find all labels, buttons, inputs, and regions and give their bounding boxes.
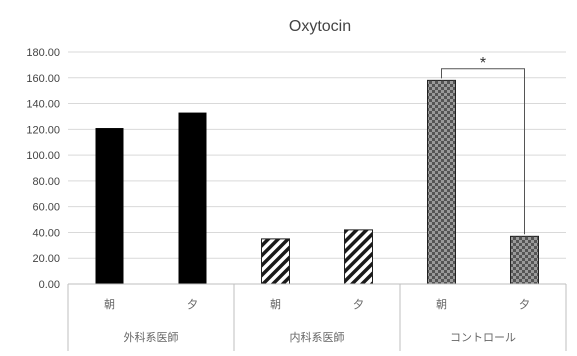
y-tick-label: 100.00	[26, 150, 60, 162]
chart-title: Oxytocin	[289, 18, 351, 35]
y-tick-label: 60.00	[32, 202, 60, 214]
bars	[95, 79, 539, 285]
significance-annotations: *	[441, 55, 525, 235]
category-label: 夕	[187, 298, 198, 311]
group-label: コントロール	[450, 332, 516, 344]
bar-0-0	[95, 128, 124, 284]
y-tick-label: 40.00	[32, 227, 60, 239]
category-label: 朝	[270, 298, 281, 311]
category-label: 夕	[353, 298, 364, 311]
significance-bracket	[441, 68, 525, 235]
y-tick-label: 80.00	[32, 176, 60, 188]
y-tick-label: 120.00	[26, 124, 60, 136]
y-tick-label: 20.00	[32, 253, 60, 265]
y-tick-label: 0.00	[39, 279, 60, 291]
category-label: 夕	[519, 298, 530, 311]
significance-marker: *	[480, 55, 486, 72]
bar-0-1	[178, 112, 207, 284]
category-label: 朝	[436, 298, 447, 311]
bar-1-1	[344, 229, 373, 285]
bar-2-1	[510, 235, 539, 285]
y-tick-label: 140.00	[26, 99, 60, 111]
y-axis-tick-labels: 0.00 20.00 40.00 60.00 80.00 100.00 120.00 140.…	[26, 47, 60, 291]
bar-1-0	[261, 238, 290, 285]
grid-lines	[68, 51, 566, 259]
group-label: 外科系医師	[124, 330, 179, 344]
category-label: 朝	[104, 298, 115, 311]
bar-2-0	[427, 79, 456, 285]
y-tick-label: 160.00	[26, 73, 60, 85]
y-tick-label: 180.00	[26, 47, 60, 59]
group-label: 内科系医師	[290, 330, 345, 344]
